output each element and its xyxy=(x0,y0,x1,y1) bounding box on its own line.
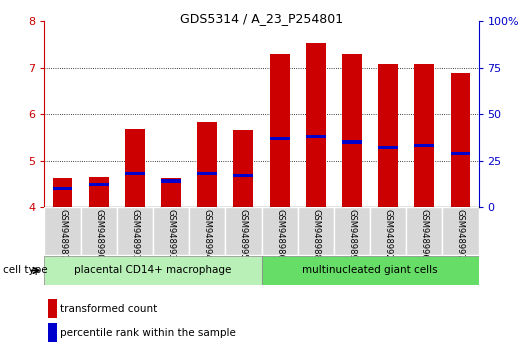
Bar xyxy=(89,177,109,207)
Bar xyxy=(342,141,362,144)
Text: GSM948990: GSM948990 xyxy=(94,209,103,259)
Bar xyxy=(406,207,442,255)
Bar xyxy=(225,207,262,255)
Bar xyxy=(189,207,225,255)
Bar xyxy=(414,64,434,207)
Text: placental CD14+ macrophage: placental CD14+ macrophage xyxy=(74,266,232,275)
Bar xyxy=(153,207,189,255)
Bar xyxy=(270,54,290,207)
Bar xyxy=(48,299,57,318)
Bar xyxy=(306,42,326,207)
Bar xyxy=(161,179,181,183)
Bar xyxy=(125,172,145,175)
Text: GSM948991: GSM948991 xyxy=(130,209,140,259)
Bar xyxy=(298,207,334,255)
Bar xyxy=(53,187,73,190)
Text: GSM948995: GSM948995 xyxy=(239,209,248,259)
Bar xyxy=(89,183,109,187)
Bar xyxy=(125,129,145,207)
Bar xyxy=(48,323,57,342)
Text: GSM948997: GSM948997 xyxy=(456,209,465,259)
Text: multinucleated giant cells: multinucleated giant cells xyxy=(302,266,438,275)
Bar xyxy=(117,207,153,255)
Text: GSM948986: GSM948986 xyxy=(275,209,284,259)
Bar xyxy=(262,256,479,285)
Bar xyxy=(233,174,253,177)
Bar xyxy=(414,144,434,147)
Bar xyxy=(378,146,398,149)
Bar xyxy=(197,122,217,207)
Bar xyxy=(442,207,479,255)
Text: GDS5314 / A_23_P254801: GDS5314 / A_23_P254801 xyxy=(180,12,343,25)
Bar xyxy=(44,207,81,255)
Bar xyxy=(450,73,470,207)
Bar xyxy=(450,152,470,155)
Text: GSM948989: GSM948989 xyxy=(347,209,357,259)
Bar xyxy=(53,178,73,207)
Bar xyxy=(161,178,181,207)
Text: GSM948996: GSM948996 xyxy=(420,209,429,259)
Text: GSM948988: GSM948988 xyxy=(311,209,320,259)
Text: cell type: cell type xyxy=(3,266,47,275)
Text: GSM948992: GSM948992 xyxy=(383,209,393,259)
Bar xyxy=(306,135,326,138)
Bar xyxy=(233,130,253,207)
Bar xyxy=(44,256,262,285)
Text: transformed count: transformed count xyxy=(60,304,157,314)
Bar xyxy=(370,207,406,255)
Text: GSM948994: GSM948994 xyxy=(203,209,212,259)
Bar xyxy=(270,137,290,140)
Bar xyxy=(342,54,362,207)
Text: GSM948993: GSM948993 xyxy=(166,209,176,259)
Bar xyxy=(334,207,370,255)
Bar xyxy=(378,64,398,207)
Text: percentile rank within the sample: percentile rank within the sample xyxy=(60,327,236,338)
Text: GSM948987: GSM948987 xyxy=(58,209,67,259)
Bar xyxy=(197,172,217,175)
Bar xyxy=(262,207,298,255)
Bar xyxy=(81,207,117,255)
